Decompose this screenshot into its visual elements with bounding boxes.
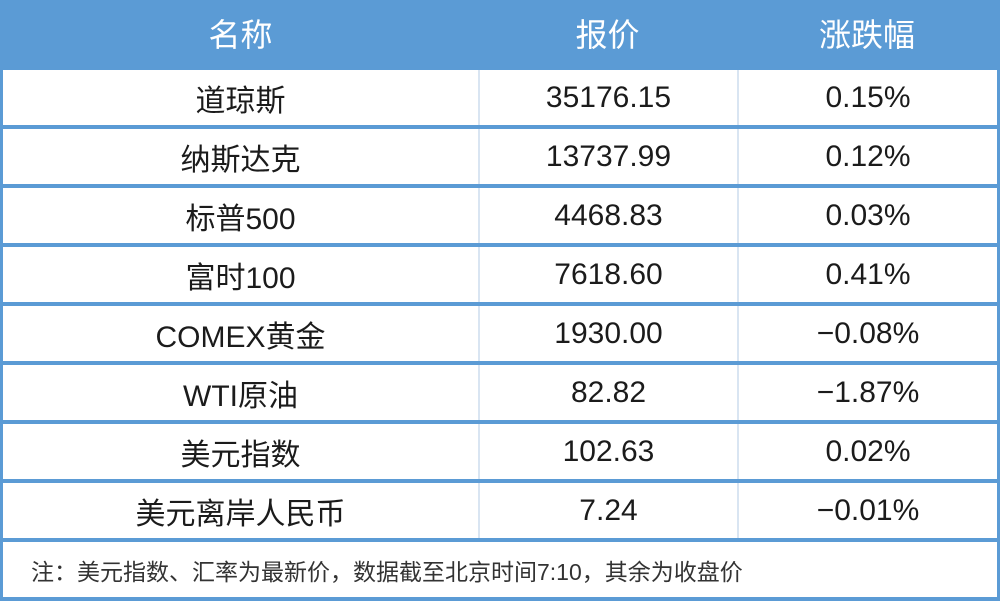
table-row: 美元离岸人民币 7.24 −0.01% bbox=[3, 483, 997, 538]
instrument-quote: 7618.60 bbox=[478, 247, 737, 302]
instrument-change: 0.12% bbox=[737, 129, 997, 184]
instrument-name: 标普500 bbox=[185, 202, 296, 236]
instrument-change: −0.08% bbox=[737, 306, 997, 361]
table-row: 美元指数 102.63 0.02% bbox=[3, 424, 997, 479]
table-row: 道琼斯 35176.15 0.15% bbox=[3, 70, 997, 125]
table-row: 富时100 7618.60 0.41% bbox=[3, 247, 997, 302]
instrument-change: 0.15% bbox=[737, 70, 997, 125]
instrument-quote: 4468.83 bbox=[478, 188, 737, 243]
column-header-quote: 报价 bbox=[575, 17, 640, 53]
instrument-name: 美元指数 bbox=[180, 438, 301, 472]
instrument-quote: 13737.99 bbox=[478, 129, 737, 184]
instrument-name: 道琼斯 bbox=[195, 84, 286, 118]
column-header-change: 涨跌幅 bbox=[818, 17, 915, 53]
instrument-quote: 7.24 bbox=[478, 483, 737, 538]
table-row: COMEX黄金 1930.00 −0.08% bbox=[3, 306, 997, 361]
instrument-change: 0.41% bbox=[737, 247, 997, 302]
instrument-quote: 1930.00 bbox=[478, 306, 737, 361]
instrument-change: 0.02% bbox=[737, 424, 997, 479]
instrument-change: 0.03% bbox=[737, 188, 997, 243]
footnote-text: 注：美元指数、汇率为最新价，数据截至北京时间7:10，其余为收盘价 bbox=[31, 558, 743, 585]
instrument-name: 美元离岸人民币 bbox=[135, 497, 346, 531]
table-row: 纳斯达克 13737.99 0.12% bbox=[3, 129, 997, 184]
footnote: 注：美元指数、汇率为最新价，数据截至北京时间7:10，其余为收盘价 bbox=[3, 542, 997, 597]
instrument-change: −1.87% bbox=[737, 365, 997, 420]
column-header-name: 名称 bbox=[208, 17, 273, 53]
instrument-name: COMEX黄金 bbox=[155, 320, 326, 354]
instrument-quote: 35176.15 bbox=[478, 70, 737, 125]
table-header-row: 名称 报价 涨跌幅 bbox=[3, 0, 997, 66]
table-row: 标普500 4468.83 0.03% bbox=[3, 188, 997, 243]
instrument-quote: 102.63 bbox=[478, 424, 737, 479]
table-row: WTI原油 82.82 −1.87% bbox=[3, 365, 997, 420]
instrument-quote: 82.82 bbox=[478, 365, 737, 420]
instrument-name: 富时100 bbox=[185, 261, 296, 295]
instrument-name: 纳斯达克 bbox=[180, 143, 301, 177]
instrument-name: WTI原油 bbox=[183, 379, 298, 413]
instrument-change: −0.01% bbox=[737, 483, 997, 538]
